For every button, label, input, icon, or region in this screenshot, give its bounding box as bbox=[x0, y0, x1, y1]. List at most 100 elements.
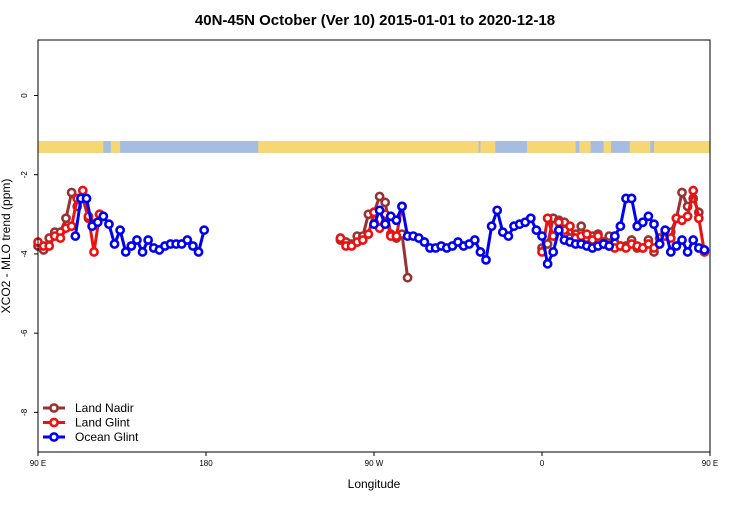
data-point bbox=[77, 185, 88, 196]
y-tick-label: -4 bbox=[20, 250, 29, 258]
data-point bbox=[609, 231, 620, 241]
land-segment bbox=[603, 141, 612, 153]
land-segment bbox=[110, 141, 121, 153]
legend-item: Land Glint bbox=[43, 416, 130, 430]
data-point bbox=[553, 217, 564, 228]
legend-marker bbox=[49, 417, 59, 428]
data-point bbox=[688, 185, 699, 196]
data-point bbox=[402, 272, 413, 283]
data-point bbox=[126, 241, 137, 251]
x-tick-label: 180 bbox=[199, 459, 213, 468]
data-point bbox=[654, 239, 665, 249]
y-tick-label: -6 bbox=[20, 329, 29, 337]
data-point bbox=[374, 205, 385, 216]
data-point bbox=[132, 235, 142, 245]
data-point bbox=[537, 231, 547, 241]
data-point bbox=[660, 225, 671, 236]
y-axis: 0 -2 -4 -6 -8 bbox=[20, 93, 38, 416]
land-segment bbox=[427, 141, 479, 153]
data-point bbox=[682, 247, 693, 257]
chart-title: 40N-45N October (Ver 10) 2015-01-01 to 2… bbox=[195, 12, 555, 29]
data-point bbox=[503, 231, 514, 241]
data-point bbox=[615, 221, 626, 232]
y-tick-label: -2 bbox=[20, 171, 29, 179]
series-segment bbox=[400, 206, 410, 237]
data-point bbox=[61, 213, 71, 224]
legend-marker bbox=[49, 432, 59, 442]
data-point bbox=[391, 231, 402, 241]
land-segment bbox=[480, 141, 496, 153]
data-point bbox=[688, 235, 699, 245]
x-axis: 90 E 180 90 W 0 90 E bbox=[30, 452, 718, 468]
data-point bbox=[109, 239, 120, 249]
data-point bbox=[70, 231, 81, 241]
data-point bbox=[643, 211, 654, 222]
data-point bbox=[357, 235, 368, 245]
data-point bbox=[581, 229, 592, 240]
data-point bbox=[66, 221, 77, 232]
x-tick-label: 90 E bbox=[702, 459, 718, 468]
data-point bbox=[115, 225, 126, 236]
data-point bbox=[44, 241, 55, 251]
data-point bbox=[593, 231, 603, 241]
land-segment bbox=[629, 141, 651, 153]
series-segment bbox=[73, 198, 83, 237]
data-point bbox=[665, 247, 676, 257]
x-tick-label: 0 bbox=[540, 459, 545, 468]
data-point bbox=[104, 219, 114, 230]
data-point bbox=[542, 258, 553, 269]
data-point bbox=[548, 247, 559, 257]
data-point bbox=[486, 221, 497, 232]
data-point bbox=[682, 211, 693, 222]
land-segment bbox=[579, 141, 591, 153]
data-point bbox=[576, 221, 587, 232]
data-point bbox=[419, 237, 430, 247]
legend-item: Land Nadir bbox=[43, 401, 134, 415]
data-point bbox=[649, 219, 659, 230]
legend-label: Land Nadir bbox=[75, 401, 134, 415]
data-point bbox=[699, 245, 710, 255]
data-point bbox=[391, 215, 402, 226]
x-axis-label: Longitude bbox=[348, 477, 401, 491]
data-point bbox=[143, 235, 154, 245]
data-point bbox=[492, 205, 503, 216]
data-point bbox=[335, 233, 346, 243]
data-point bbox=[604, 241, 615, 251]
data-point bbox=[81, 193, 92, 204]
data-point bbox=[626, 193, 637, 204]
data-point bbox=[92, 217, 103, 228]
data-point bbox=[193, 247, 204, 257]
data-point bbox=[469, 235, 480, 245]
data-point bbox=[475, 247, 486, 257]
series-ocean-glint bbox=[70, 193, 710, 269]
data-point bbox=[380, 197, 391, 208]
x-tick-label: 90 W bbox=[365, 459, 384, 468]
data-point bbox=[481, 254, 491, 265]
data-point bbox=[55, 233, 66, 243]
x-tick-label: 90 E bbox=[30, 459, 46, 468]
data-point bbox=[677, 235, 687, 245]
data-point bbox=[693, 213, 704, 224]
legend-label: Ocean Glint bbox=[75, 430, 139, 444]
data-point bbox=[188, 241, 198, 251]
series-segment bbox=[400, 233, 410, 278]
y-axis-label: XCO2 - MLO trend (ppm) bbox=[0, 179, 13, 314]
data-point bbox=[380, 219, 391, 230]
data-point bbox=[565, 221, 575, 232]
legend-marker bbox=[49, 403, 59, 413]
legend-label: Land Glint bbox=[75, 416, 130, 430]
data-point bbox=[525, 213, 536, 224]
data-point bbox=[66, 187, 77, 198]
data-point bbox=[137, 247, 148, 257]
data-point bbox=[363, 229, 374, 240]
data-point bbox=[542, 213, 553, 224]
series-segment bbox=[484, 225, 494, 261]
land-segment bbox=[38, 141, 104, 153]
data-point bbox=[637, 217, 648, 228]
data-point bbox=[120, 247, 131, 257]
data-point bbox=[199, 225, 210, 236]
data-point bbox=[671, 241, 682, 251]
land-segment bbox=[258, 141, 430, 153]
